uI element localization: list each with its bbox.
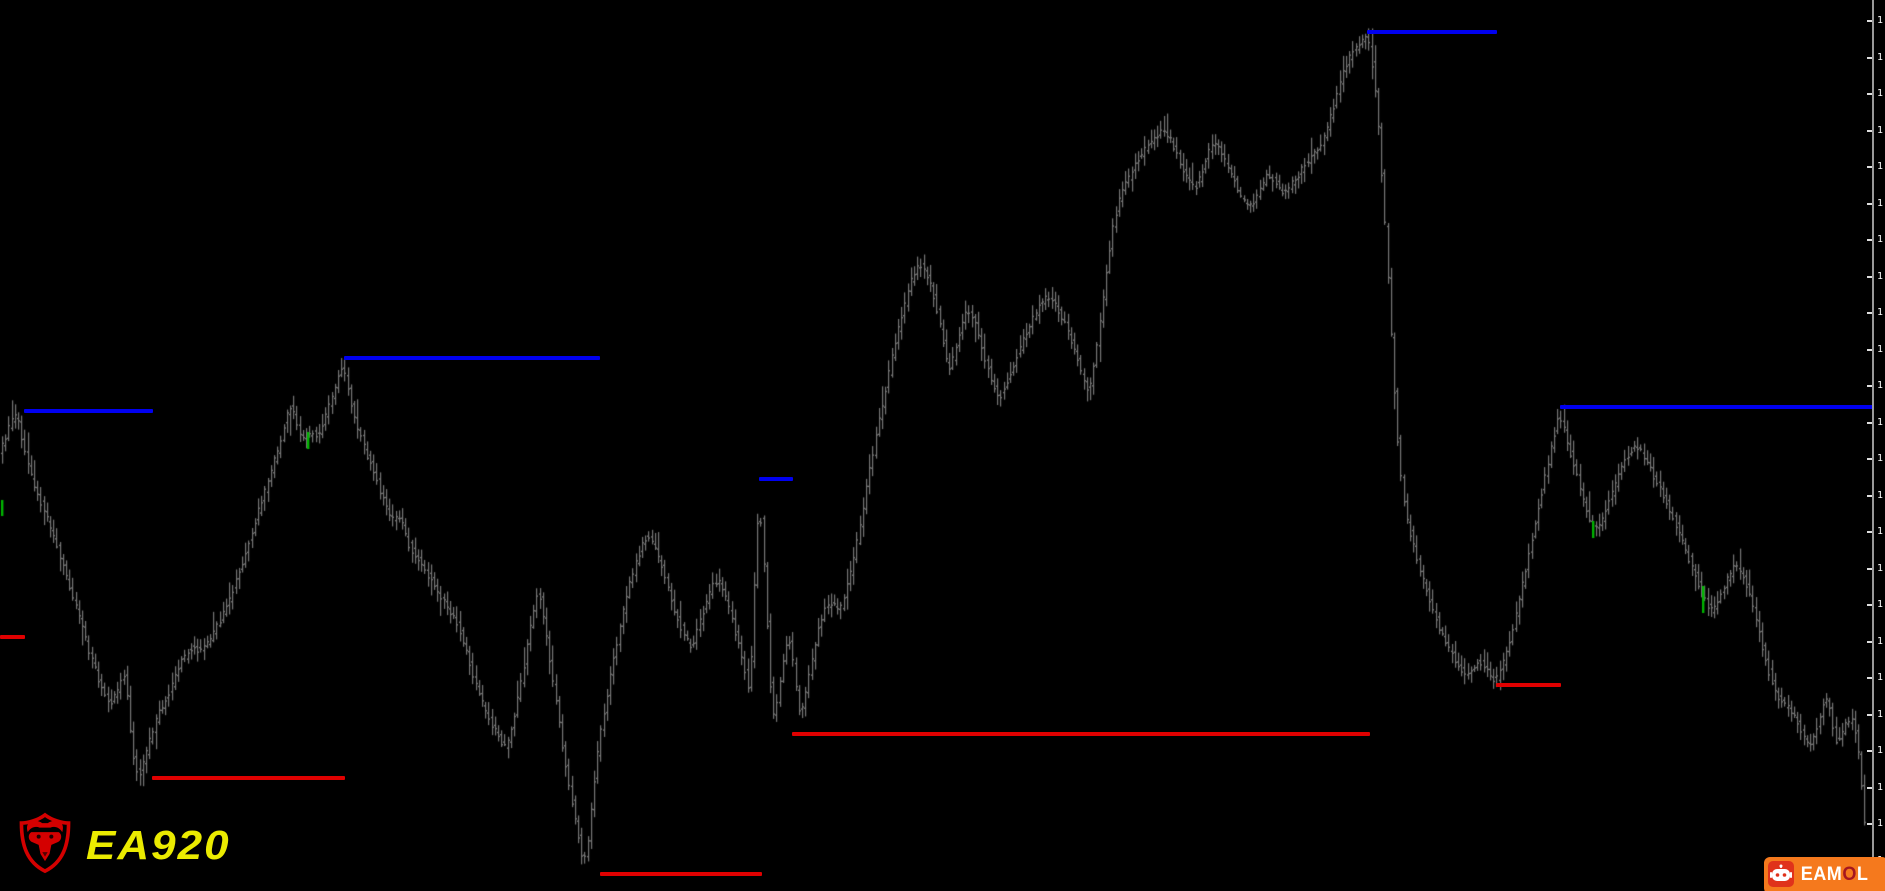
axis-tick-label: 1 (1877, 416, 1884, 428)
axis-tick (1867, 750, 1872, 752)
resistance-line-1[interactable] (1367, 30, 1497, 34)
axis-tick (1867, 312, 1872, 314)
axis-tick (1867, 166, 1872, 168)
axis-tick-label: 1 (1877, 88, 1884, 99)
axis-tick (1867, 458, 1872, 460)
axis-tick-label: 1 (1877, 526, 1884, 537)
eamol-letters-eam: EAM (1800, 863, 1843, 885)
bull-icon (16, 812, 74, 879)
axis-tick-label: 1 (1877, 124, 1884, 136)
axis-tick (1867, 20, 1872, 22)
axis-tick-label: 1 (1877, 818, 1884, 829)
resistance-line-2[interactable] (24, 409, 153, 413)
axis-tick-label: 1 (1877, 489, 1884, 501)
resistance-line-3[interactable] (344, 356, 600, 360)
axis-tick (1867, 786, 1872, 789)
axis-tick (1867, 677, 1872, 679)
axis-tick (1867, 275, 1872, 278)
axis-tick-label: 1 (1877, 307, 1884, 318)
support-line-2[interactable] (152, 776, 345, 780)
resistance-line-4[interactable] (759, 477, 793, 481)
axis-tick-label: 1 (1877, 270, 1884, 282)
eamol-letter-o: O (1842, 863, 1857, 885)
support-line-3[interactable] (600, 872, 762, 876)
axis-tick-label: 1 (1877, 562, 1884, 574)
axis-tick (1867, 494, 1872, 497)
axis-tick (1867, 93, 1872, 95)
axis-tick (1867, 348, 1872, 351)
axis-tick-label: 1 (1877, 672, 1884, 683)
axis-tick (1867, 567, 1872, 570)
axis-tick-label: 1 (1877, 781, 1884, 793)
axis-tick (1867, 604, 1872, 606)
support-line-5[interactable] (1496, 683, 1561, 687)
eamol-badge: EAMOL (1764, 857, 1885, 891)
axis-tick-label: 1 (1877, 708, 1884, 720)
axis-tick (1867, 56, 1872, 59)
axis-tick-label: 1 (1877, 15, 1884, 26)
axis-tick (1867, 421, 1872, 424)
eamol-wordmark: EAMOL (1801, 865, 1869, 884)
axis-tick-label: 1 (1877, 380, 1884, 391)
axis-tick-label: 1 (1877, 599, 1884, 610)
axis-tick (1867, 640, 1872, 643)
support-line-4[interactable] (792, 732, 1370, 736)
axis-tick-label: 1 (1877, 453, 1884, 464)
axis-tick (1867, 531, 1872, 533)
axis-tick (1867, 823, 1872, 825)
axis-tick (1867, 385, 1872, 387)
axis-tick-label: 1 (1877, 745, 1884, 756)
support-line-1[interactable] (0, 635, 25, 639)
axis-tick-label: 1 (1877, 635, 1884, 647)
axis-tick (1867, 129, 1872, 132)
axis-tick-label: 1 (1877, 234, 1884, 245)
price-axis[interactable] (1872, 0, 1874, 891)
axis-tick (1867, 713, 1872, 716)
robot-icon (1768, 861, 1794, 887)
resistance-line-5[interactable] (1560, 405, 1873, 409)
ea920-wordmark: EA920 (86, 822, 231, 868)
axis-tick-label: 1 (1877, 51, 1884, 63)
axis-tick-label: 1 (1877, 343, 1884, 355)
axis-tick (1867, 202, 1872, 205)
ea920-logo: EA920 (16, 812, 231, 879)
axis-tick-label: 1 (1877, 197, 1884, 209)
axis-tick (1867, 239, 1872, 241)
axis-tick-label: 1 (1877, 161, 1884, 172)
eamol-letter-l: L (1856, 863, 1869, 885)
